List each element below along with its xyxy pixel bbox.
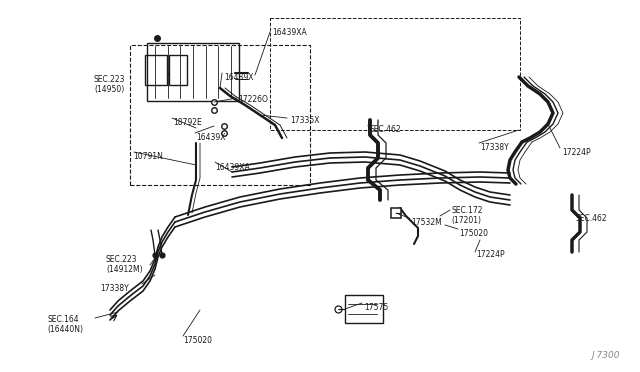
Text: 17532M: 17532M [411,218,442,227]
Text: 16439XA: 16439XA [215,163,250,172]
Text: 17335X: 17335X [290,116,319,125]
Text: SEC.223
(14912M): SEC.223 (14912M) [106,255,143,275]
Text: SEC.462: SEC.462 [370,125,402,134]
Text: 18792E: 18792E [173,118,202,127]
Text: 16439XA: 16439XA [272,28,307,37]
Text: 175020: 175020 [459,229,488,238]
Text: SEC.223
(14950): SEC.223 (14950) [93,75,125,94]
Bar [169,55,187,85]
Text: 17575: 17575 [364,303,388,312]
Text: J 7300: J 7300 [591,351,620,360]
Text: 17224P: 17224P [562,148,591,157]
Text: SEC.164
(16440N): SEC.164 (16440N) [47,315,83,334]
Text: 16439X: 16439X [224,73,253,82]
Text: 16439X: 16439X [196,133,225,142]
Text: 17338Y: 17338Y [480,143,509,152]
Text: 17224P: 17224P [476,250,504,259]
Text: SEC.172
(17201): SEC.172 (17201) [451,206,483,225]
Text: 175020: 175020 [183,336,212,345]
Text: 17226O: 17226O [238,95,268,104]
Text: SEC.462: SEC.462 [576,214,607,223]
Text: 17338Y: 17338Y [100,284,129,293]
Bar [345,295,383,323]
Text: 10791N: 10791N [133,152,163,161]
Bar [147,43,239,101]
Bar [145,55,167,85]
